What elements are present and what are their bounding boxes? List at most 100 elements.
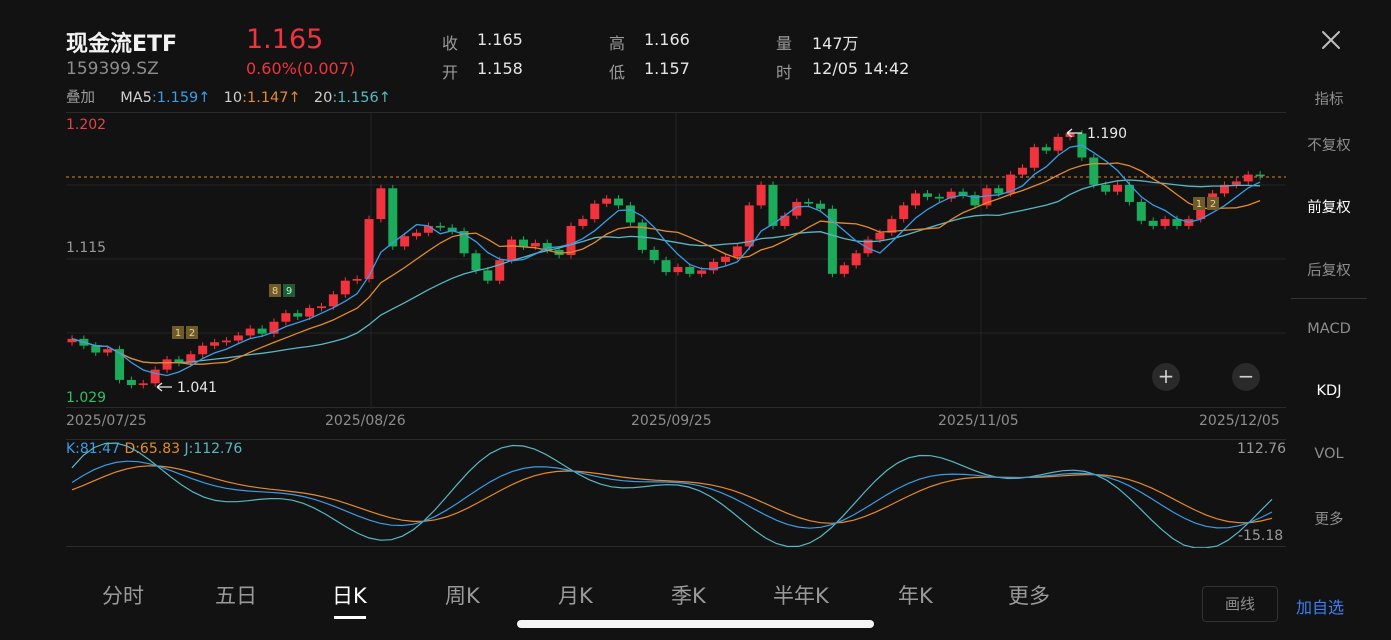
candle-body [709, 261, 719, 271]
close-icon[interactable] [1318, 27, 1344, 53]
kdj-chart[interactable] [66, 439, 1286, 549]
candle-body [317, 306, 327, 309]
candle-body [495, 260, 505, 281]
candle-body [1160, 219, 1170, 226]
candle-body [221, 340, 231, 343]
candle-body [412, 232, 422, 237]
zoom-in-button[interactable]: + [1152, 363, 1180, 391]
axis-bottom-price: 1.029 [66, 390, 106, 406]
candle-body [352, 278, 362, 281]
signal-badge-8-text: 8 [272, 286, 278, 297]
candle-body [115, 349, 125, 380]
add-watchlist-button[interactable]: 加自选 [1296, 598, 1345, 617]
signal-badge-1 [172, 326, 184, 339]
high-marker-text: 1.190 [1087, 126, 1127, 142]
candle-body [994, 188, 1004, 194]
kdj-d-line [71, 465, 1273, 524]
candle-body [1101, 184, 1111, 192]
tab-half-year-k[interactable]: 半年K [773, 584, 829, 608]
signal-badges: 1 2 8 9 1 2 [172, 197, 1219, 339]
sidebar-item-backward-adjust[interactable]: 后复权 [1307, 263, 1351, 279]
candle-body [435, 225, 445, 228]
sidebar-item-kdj[interactable]: KDJ [1316, 383, 1342, 399]
candle-body [126, 379, 136, 386]
sidebar-item-macd[interactable]: MACD [1307, 321, 1351, 337]
high-marker: 1.190 [1066, 126, 1127, 142]
candle-body [233, 335, 243, 341]
candle-body [720, 256, 730, 262]
axis-top-price: 1.202 [66, 117, 106, 133]
candle-body [376, 188, 386, 220]
candle-body [257, 328, 267, 334]
tab-daily-k[interactable]: 日K [332, 584, 367, 608]
candle-body [756, 184, 766, 206]
candle-body [614, 198, 624, 206]
ma10-line [71, 162, 1261, 365]
quote-high-label: 高 [609, 34, 626, 53]
tab-yearly-k[interactable]: 年K [898, 584, 933, 608]
candle-body [792, 201, 802, 216]
candle-body [649, 249, 659, 261]
tab-weekly-k[interactable]: 周K [445, 584, 480, 608]
candle-body [946, 191, 956, 199]
candle-body [1113, 184, 1123, 192]
kdj-axis-top: 112.76 [1237, 441, 1286, 457]
candle-body [1231, 181, 1241, 185]
home-indicator[interactable] [517, 620, 874, 628]
zoom-out-button[interactable]: − [1232, 363, 1260, 391]
ma20-line [71, 179, 1261, 364]
quote-low-label: 低 [609, 63, 626, 82]
ma10-label: 10 [223, 90, 243, 106]
date-label: 2025/07/25 [66, 413, 147, 429]
sidebar-divider [1291, 298, 1367, 299]
sidebar-item-forward-adjust[interactable]: 前复权 [1307, 200, 1351, 216]
candle-body [911, 193, 921, 206]
candle-body [863, 239, 873, 254]
chart-grid [66, 113, 1286, 409]
candlestick-chart[interactable]: 1 2 8 9 1 2 1.190 1.041 1.202 1.115 1.02… [66, 112, 1286, 409]
tab-more[interactable]: 更多 [1008, 584, 1050, 608]
candle-body [400, 236, 410, 247]
sidebar-item-vol[interactable]: VOL [1314, 446, 1344, 462]
candle-body [103, 349, 113, 353]
candle-body [1219, 184, 1229, 194]
candle-body [958, 191, 968, 196]
sidebar-item-no-adjust[interactable]: 不复权 [1307, 138, 1351, 154]
candle-body [839, 265, 849, 274]
candle-body [1255, 174, 1265, 177]
signal-badge-2 [186, 326, 198, 339]
signal-badge-2b [1207, 197, 1219, 210]
period-tabs: 分时 五日 日K 周K 月K 季K 半年K 年K 更多 [66, 580, 1186, 619]
quote-low-value: 1.157 [644, 59, 690, 78]
tab-monthly-k[interactable]: 月K [558, 584, 593, 608]
ma20-label: 20 [313, 90, 333, 106]
candle-body [970, 195, 980, 206]
tab-intraday[interactable]: 分时 [102, 584, 144, 608]
candle-body [851, 253, 861, 266]
indicator-title: 指标 [1314, 92, 1344, 108]
candle-body [1041, 147, 1051, 151]
overlay-button[interactable]: 叠加 [66, 90, 95, 106]
kdj-k-line [71, 460, 1273, 529]
candle-body [245, 328, 255, 336]
signal-badge-2-text: 2 [189, 328, 195, 339]
quote-volume-value: 147万 [812, 34, 859, 53]
candle-body [780, 215, 790, 226]
candle-body [816, 203, 826, 209]
kdj-axis-bottom: -15.18 [1238, 528, 1284, 544]
candle-body [507, 239, 517, 261]
ma5-line [71, 144, 1261, 377]
last-price: 1.165 [246, 24, 324, 55]
draw-line-button[interactable]: 画线 [1202, 586, 1278, 622]
tab-five-day[interactable]: 五日 [215, 584, 257, 608]
candle-body [922, 193, 932, 197]
candle-body [162, 359, 172, 370]
quote-time-label: 时 [776, 63, 793, 82]
ma5-value: :1.159↑ [151, 90, 211, 106]
sidebar-item-more[interactable]: 更多 [1314, 512, 1344, 528]
candle-body [1017, 167, 1027, 175]
candle-body [447, 227, 457, 232]
candlestick-svg: 1 2 8 9 1 2 1.190 1.041 1.202 1.115 1.02… [66, 113, 1286, 409]
candle-body [423, 225, 433, 233]
tab-quarterly-k[interactable]: 季K [671, 584, 706, 608]
